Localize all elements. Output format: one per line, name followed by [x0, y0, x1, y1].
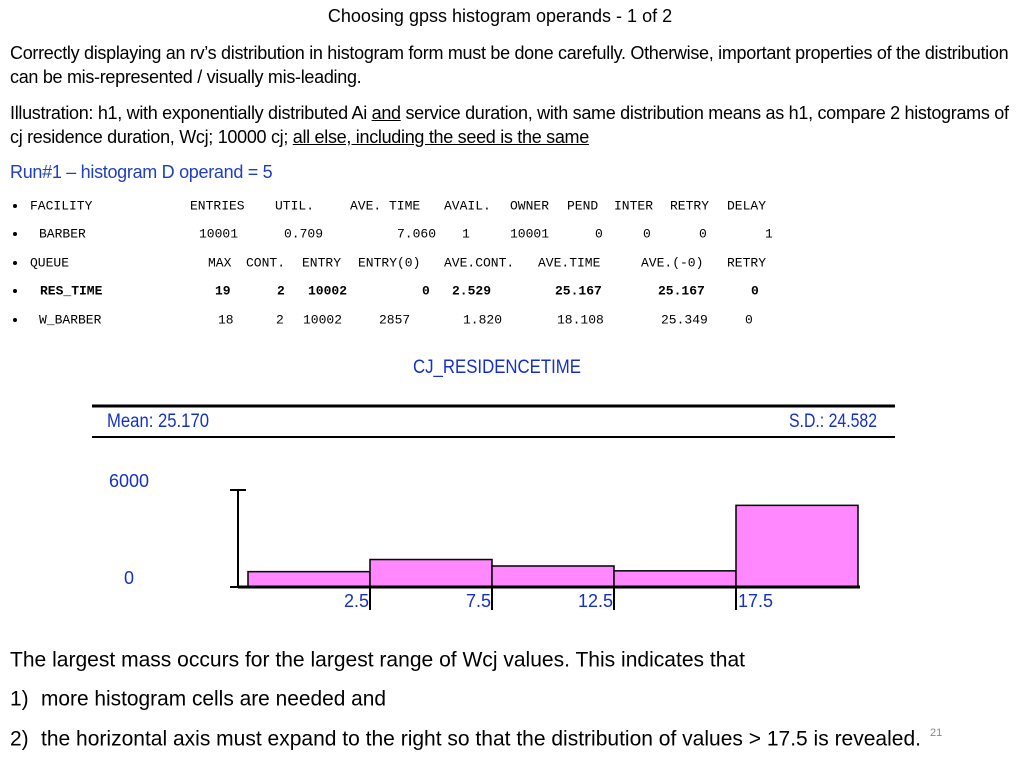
x-tick-label: 12.5: [578, 591, 613, 611]
text: Illustration: h1, with exponentially dis…: [10, 103, 372, 123]
bullet: [13, 318, 17, 322]
stats-cell: 10002: [303, 312, 342, 327]
stats-cell: 1: [765, 226, 773, 241]
stats-cell: 1: [462, 226, 470, 241]
bar: [369, 558, 493, 588]
y-tick-label: 0: [124, 568, 134, 588]
stats-cell: RETRY: [670, 198, 709, 213]
mean-label: Mean: 25.170: [107, 411, 209, 432]
list-marker: 2): [10, 728, 29, 751]
stats-cell: 0.709: [284, 226, 323, 241]
chart-title: CJ_RESIDENCETIME: [413, 357, 581, 378]
conclusion-text: The largest mass occurs for the largest …: [10, 649, 745, 672]
stats-cell: 10001: [510, 226, 549, 241]
list-marker: 1): [10, 688, 29, 711]
stats-cell: 18: [218, 312, 234, 327]
stats-cell: UTIL.: [275, 198, 314, 213]
stats-cell: 2857: [379, 312, 410, 327]
stats-cell: PEND: [567, 198, 598, 213]
stats-cell: 18.108: [557, 312, 604, 327]
bullet: [13, 261, 17, 265]
y-tick-label: 6000: [109, 471, 149, 491]
paragraph: Illustration: h1, with exponentially dis…: [10, 101, 1015, 149]
stats-cell: INTER: [614, 198, 653, 213]
bar: [491, 565, 615, 588]
stats-cell: BARBER: [39, 226, 86, 241]
stats-cell: 19: [215, 283, 231, 298]
stats-cell: AVAIL.: [444, 198, 491, 213]
bar: [735, 504, 859, 588]
bullet: [13, 289, 17, 293]
stats-cell: 1.820: [463, 312, 502, 327]
stats-cell: AVE. TIME: [350, 198, 420, 213]
sd-label: S.D.: 24.582: [789, 411, 877, 432]
stats-cell: ENTRY: [302, 255, 341, 270]
slide-title: Choosing gpss histogram operands - 1 of …: [327, 6, 673, 26]
stats-cell: 10001: [199, 226, 238, 241]
stats-cell: 0: [745, 312, 753, 327]
stats-cell: 7.060: [397, 226, 436, 241]
stats-cell: 10002: [308, 283, 347, 298]
stats-cell: 2.529: [452, 283, 491, 298]
x-tick-label: 2.5: [344, 591, 369, 611]
text: service duration, with same distribution…: [10, 103, 1009, 147]
stats-cell: 2: [277, 283, 285, 298]
stats-cell: DELAY: [727, 198, 766, 213]
stats-cell: AVE.(-0): [641, 255, 703, 270]
text: and: [371, 103, 401, 123]
bar: [247, 570, 371, 588]
stats-cell: 0: [422, 283, 430, 298]
stats-cell: 0: [643, 226, 651, 241]
page-number: 21: [930, 727, 942, 739]
bar: [613, 570, 737, 588]
stats-cell: AVE.TIME: [538, 255, 601, 270]
stats-cell: 2: [276, 312, 284, 327]
stats-cell: CONT.: [246, 255, 285, 270]
list-item: the horizontal axis must expand to the r…: [41, 728, 921, 751]
stats-cell: W_BARBER: [39, 312, 102, 327]
stats-cell: ENTRY(0): [358, 255, 420, 270]
stats-cell: 25.167: [658, 283, 705, 298]
stats-cell: 0: [751, 283, 759, 298]
stats-cell: MAX: [208, 255, 232, 270]
list-item: more histogram cells are needed and: [41, 688, 386, 711]
x-tick-label: 7.5: [466, 591, 491, 611]
text: all else, including the seed is the same: [292, 127, 589, 147]
stats-cell: 0: [699, 226, 707, 241]
stats-cell: RES_TIME: [40, 283, 103, 298]
stats-cell: QUEUE: [30, 255, 69, 270]
stats-cell: OWNER: [510, 198, 549, 213]
stats-cell: 25.349: [661, 312, 708, 327]
paragraph: Correctly displaying an rv’s distributio…: [10, 43, 1009, 87]
stats-cell: RETRY: [727, 255, 766, 270]
bullet: [13, 232, 17, 236]
stats-cell: FACILITY: [30, 198, 93, 213]
stats-cell: 25.167: [555, 283, 602, 298]
stats-cell: 0: [595, 226, 603, 241]
stats-cell: ENTRIES: [190, 198, 245, 213]
run-heading: Run#1 – histogram D operand = 5: [10, 162, 273, 182]
bullet: [13, 204, 17, 208]
x-tick-label: 17.5: [738, 591, 773, 611]
stats-cell: AVE.CONT.: [444, 255, 514, 270]
